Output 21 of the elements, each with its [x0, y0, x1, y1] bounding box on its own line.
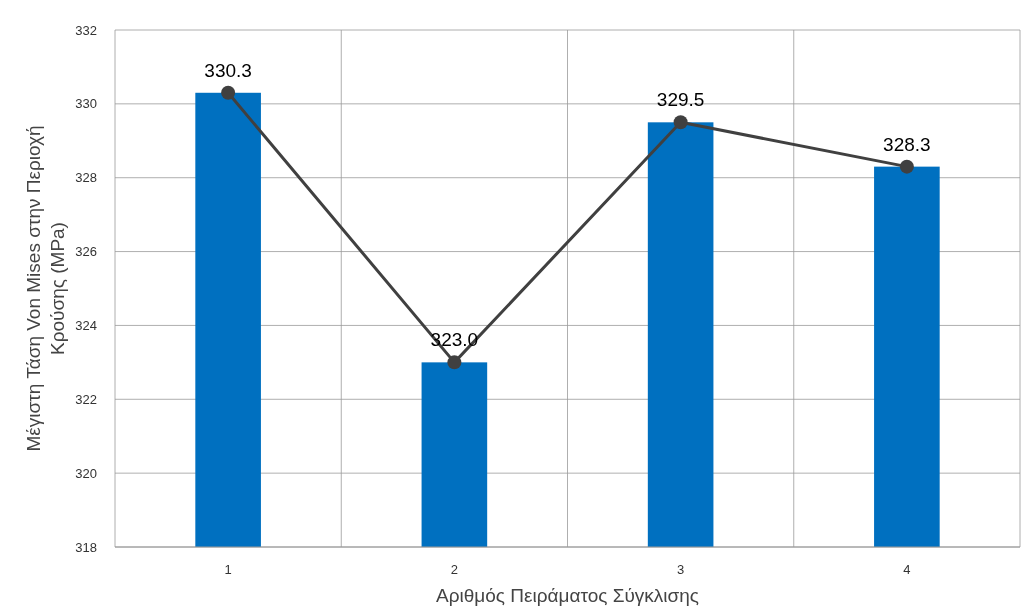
- x-tick-label: 2: [450, 562, 458, 577]
- data-label: 329.5: [656, 89, 705, 111]
- y-tick-label: 328: [75, 170, 97, 186]
- point: [447, 355, 462, 370]
- point: [221, 85, 236, 100]
- y-tick-label: 320: [75, 465, 97, 481]
- y-tick-label: 332: [75, 22, 97, 38]
- x-tick-label: 3: [677, 562, 685, 577]
- point: [899, 159, 914, 174]
- point: [673, 115, 688, 130]
- y-axis-title: Μέγιστη Τάση Von Mises στην Περιοχή Κρούσης (MPa): [23, 125, 68, 452]
- y-tick-label: 330: [75, 96, 97, 112]
- x-tick-label: 4: [903, 562, 911, 577]
- data-label: 328.3: [883, 133, 931, 155]
- x-axis-title: Αριθμός Πειράματος Σύγκλισης: [436, 585, 699, 606]
- y-tick-label: 324: [75, 317, 97, 333]
- y-tick-label: 326: [75, 244, 97, 260]
- y-tick-label: 318: [75, 539, 97, 555]
- x-tick-label: 1: [224, 562, 232, 577]
- data-label: 330.3: [204, 59, 252, 81]
- y-tick-label: 322: [75, 391, 97, 407]
